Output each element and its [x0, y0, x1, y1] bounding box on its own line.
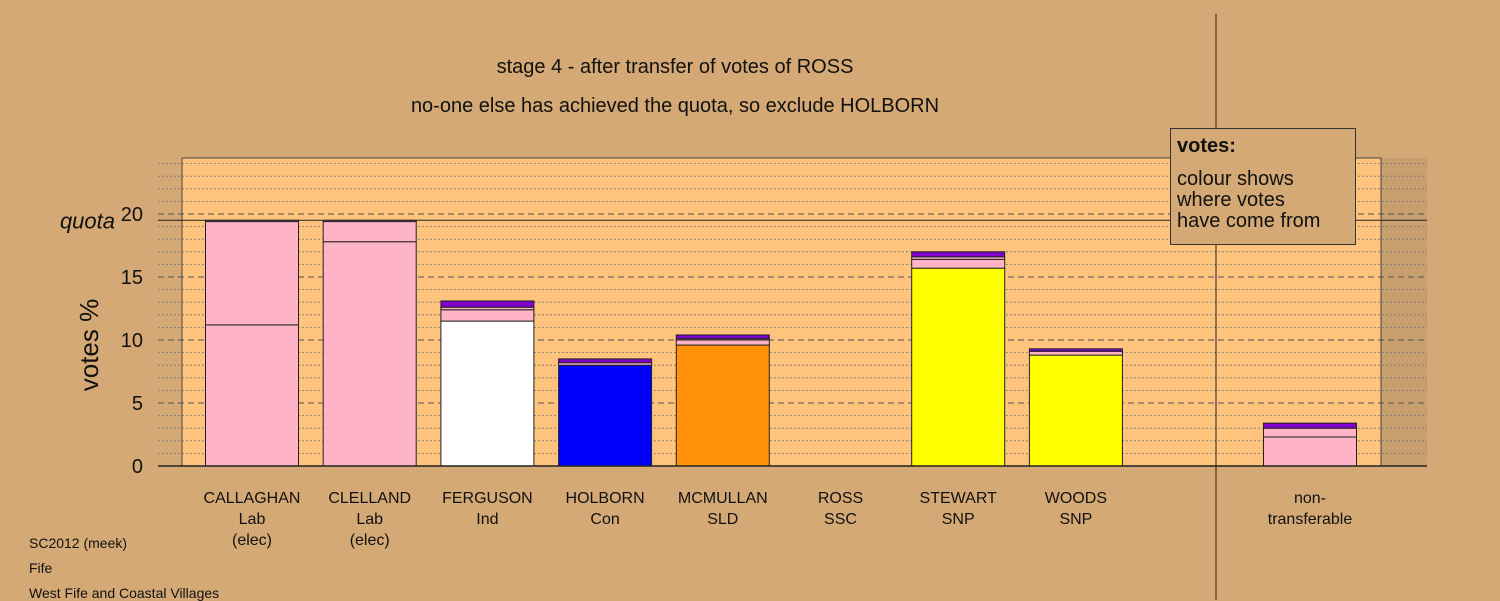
bar-segment	[322, 221, 417, 243]
y-tick-labels: 0 5 10 15 20	[121, 204, 143, 478]
bar-segment	[205, 221, 299, 326]
candidate-label: Ind	[476, 511, 498, 528]
candidate-label: Con	[590, 511, 619, 528]
bar-segment	[675, 339, 770, 346]
bar-segment	[558, 364, 653, 467]
footer-council: Fife	[29, 560, 53, 576]
bar-segment	[440, 309, 535, 322]
legend-title: votes:	[1177, 135, 1236, 157]
y-tick-label: 5	[132, 393, 143, 415]
y-tick-label: 0	[132, 456, 143, 478]
candidate-label: SNP	[942, 511, 975, 528]
footer-ward: West Fife and Coastal Villages	[29, 585, 220, 601]
y-axis-label: votes %	[74, 299, 104, 392]
candidate-label: WOODS	[1045, 490, 1107, 507]
candidate-label: Lab	[356, 511, 383, 528]
bars	[205, 219, 1357, 467]
candidate-label: FERGUSON	[442, 490, 533, 507]
bar-segment	[440, 320, 535, 467]
bar-segment	[1263, 427, 1357, 438]
bar-segment	[1028, 348, 1123, 352]
candidate-label: HOLBORN	[566, 490, 645, 507]
quota-label: quota	[60, 208, 115, 233]
bar-segment	[911, 267, 1006, 467]
candidate-label: (elec)	[350, 532, 390, 549]
candidate-label: STEWART	[920, 490, 998, 507]
candidate-label: SSC	[824, 511, 857, 528]
bar-segment	[322, 241, 417, 467]
footer-method: SC2012 (meek)	[29, 535, 128, 551]
candidate-label: SLD	[707, 511, 738, 528]
candidate-label: non-	[1294, 490, 1326, 507]
bar-segment	[1263, 422, 1357, 429]
candidate-label: ROSS	[818, 490, 863, 507]
chart-title: stage 4 - after transfer of votes of ROS…	[497, 56, 854, 78]
chart-subtitle: no-one else has achieved the quota, so e…	[411, 95, 939, 117]
legend-line: colour shows	[1177, 168, 1294, 190]
candidate-labels: CALLAGHAN Lab (elec) CLELLAND Lab (elec) FERGU…	[204, 490, 1353, 549]
bar-segment	[205, 324, 299, 467]
y-tick-label: 20	[121, 204, 143, 226]
y-tick-label: 15	[121, 267, 143, 289]
legend-line: where votes	[1177, 189, 1285, 211]
bar-segment	[440, 300, 535, 308]
candidate-label: SNP	[1059, 511, 1092, 528]
bar-segment	[1028, 354, 1123, 467]
candidate-label: transferable	[1268, 511, 1353, 528]
bar-segment	[675, 344, 770, 467]
bar-segment	[675, 334, 770, 340]
candidate-label: CALLAGHAN	[204, 490, 301, 507]
bar-segment	[911, 258, 1006, 269]
candidate-label: Lab	[239, 511, 266, 528]
bar-segment	[1263, 436, 1357, 467]
nontransferable-shade	[1381, 158, 1427, 466]
legend-box: votes: colour shows where votes have com…	[1170, 128, 1356, 245]
y-tick-label: 10	[121, 330, 143, 352]
candidate-label: CLELLAND	[328, 490, 411, 507]
bar-segment	[911, 251, 1006, 258]
legend-line: have come from	[1177, 210, 1321, 232]
bar-segment	[1028, 350, 1123, 356]
candidate-label: MCMULLAN	[678, 490, 768, 507]
bar-segment	[558, 358, 653, 364]
candidate-label: (elec)	[232, 532, 272, 549]
